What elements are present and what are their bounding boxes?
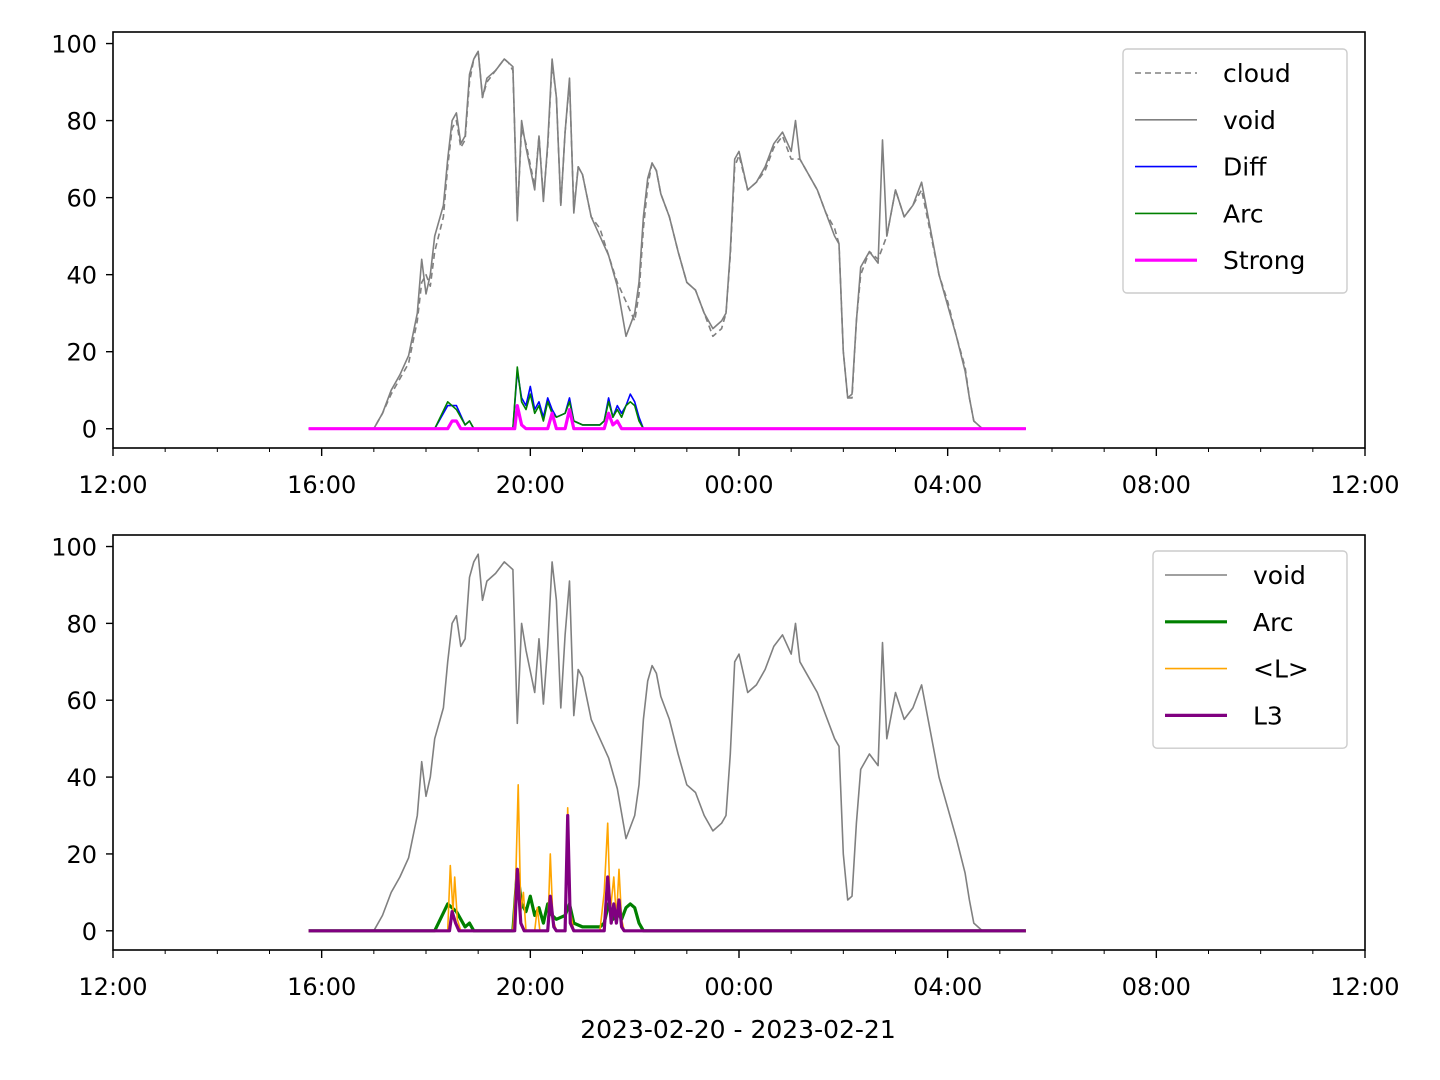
legend-label-arc: Arc [1223,199,1264,228]
x-tick-label: 16:00 [287,973,356,1001]
x-axis-label: 2023-02-20 - 2023-02-21 [580,1015,896,1044]
y-tick-label: 60 [66,185,97,213]
x-tick-label: 12:00 [78,471,147,499]
y-tick-label: 0 [82,918,97,946]
legend: void Arc <L> L3 [1152,550,1348,749]
series-line-strong [308,404,1026,431]
x-tick-label: 20:00 [496,471,565,499]
x-tick-label: 08:00 [1122,973,1191,1001]
y-tick-label: 100 [51,31,97,59]
x-tick-label: 16:00 [287,471,356,499]
legend-frame [1122,48,1348,294]
legend-label-void: void [1253,561,1306,590]
legend: cloud void Diff Arc Strong [1122,48,1348,294]
x-tick-label: 00:00 [704,471,773,499]
y-tick-label: 40 [66,262,97,290]
x-tick-label: 20:00 [496,973,565,1001]
x-tick-label: 00:00 [704,973,773,1001]
bottom-chart-panel: 0 20 40 60 80 100 12:00 16:00 20:00 00:00 04:00 08:… [51,534,1399,1001]
y-tick-label: 80 [66,610,97,638]
legend-label-cloud: cloud [1223,59,1291,88]
y-tick-label: 60 [66,687,97,715]
x-tick-label: 04:00 [913,471,982,499]
legend-label-void: void [1223,106,1276,135]
y-tick-label: 80 [66,108,97,136]
top-chart-panel: 0 20 40 60 80 100 12:00 16:00 20:00 00:00 04:00 08:… [51,31,1399,499]
plot-area [308,553,1026,933]
y-tick-label: 20 [66,339,97,367]
legend-label-arc: Arc [1253,608,1294,637]
legend-label-l: <L> [1253,655,1309,684]
y-tick-label: 100 [51,534,97,562]
y-tick-label: 40 [66,764,97,792]
x-tick-label: 12:00 [1330,973,1399,1001]
series-line-void [308,553,1026,932]
series-line-l3 [308,813,1026,933]
x-tick-label: 12:00 [1330,471,1399,499]
series-line-l [308,783,1026,932]
x-tick-label: 04:00 [913,973,982,1001]
series-line-void [308,50,1026,430]
y-tick-label: 0 [82,416,97,444]
x-tick-label: 08:00 [1122,471,1191,499]
plot-area [308,50,1026,431]
x-tick-label: 12:00 [78,973,147,1001]
legend-frame [1152,550,1348,749]
legend-label-strong: Strong [1223,246,1305,275]
legend-label-diff: Diff [1223,153,1267,182]
y-tick-label: 20 [66,841,97,869]
legend-label-l3: L3 [1253,701,1283,730]
